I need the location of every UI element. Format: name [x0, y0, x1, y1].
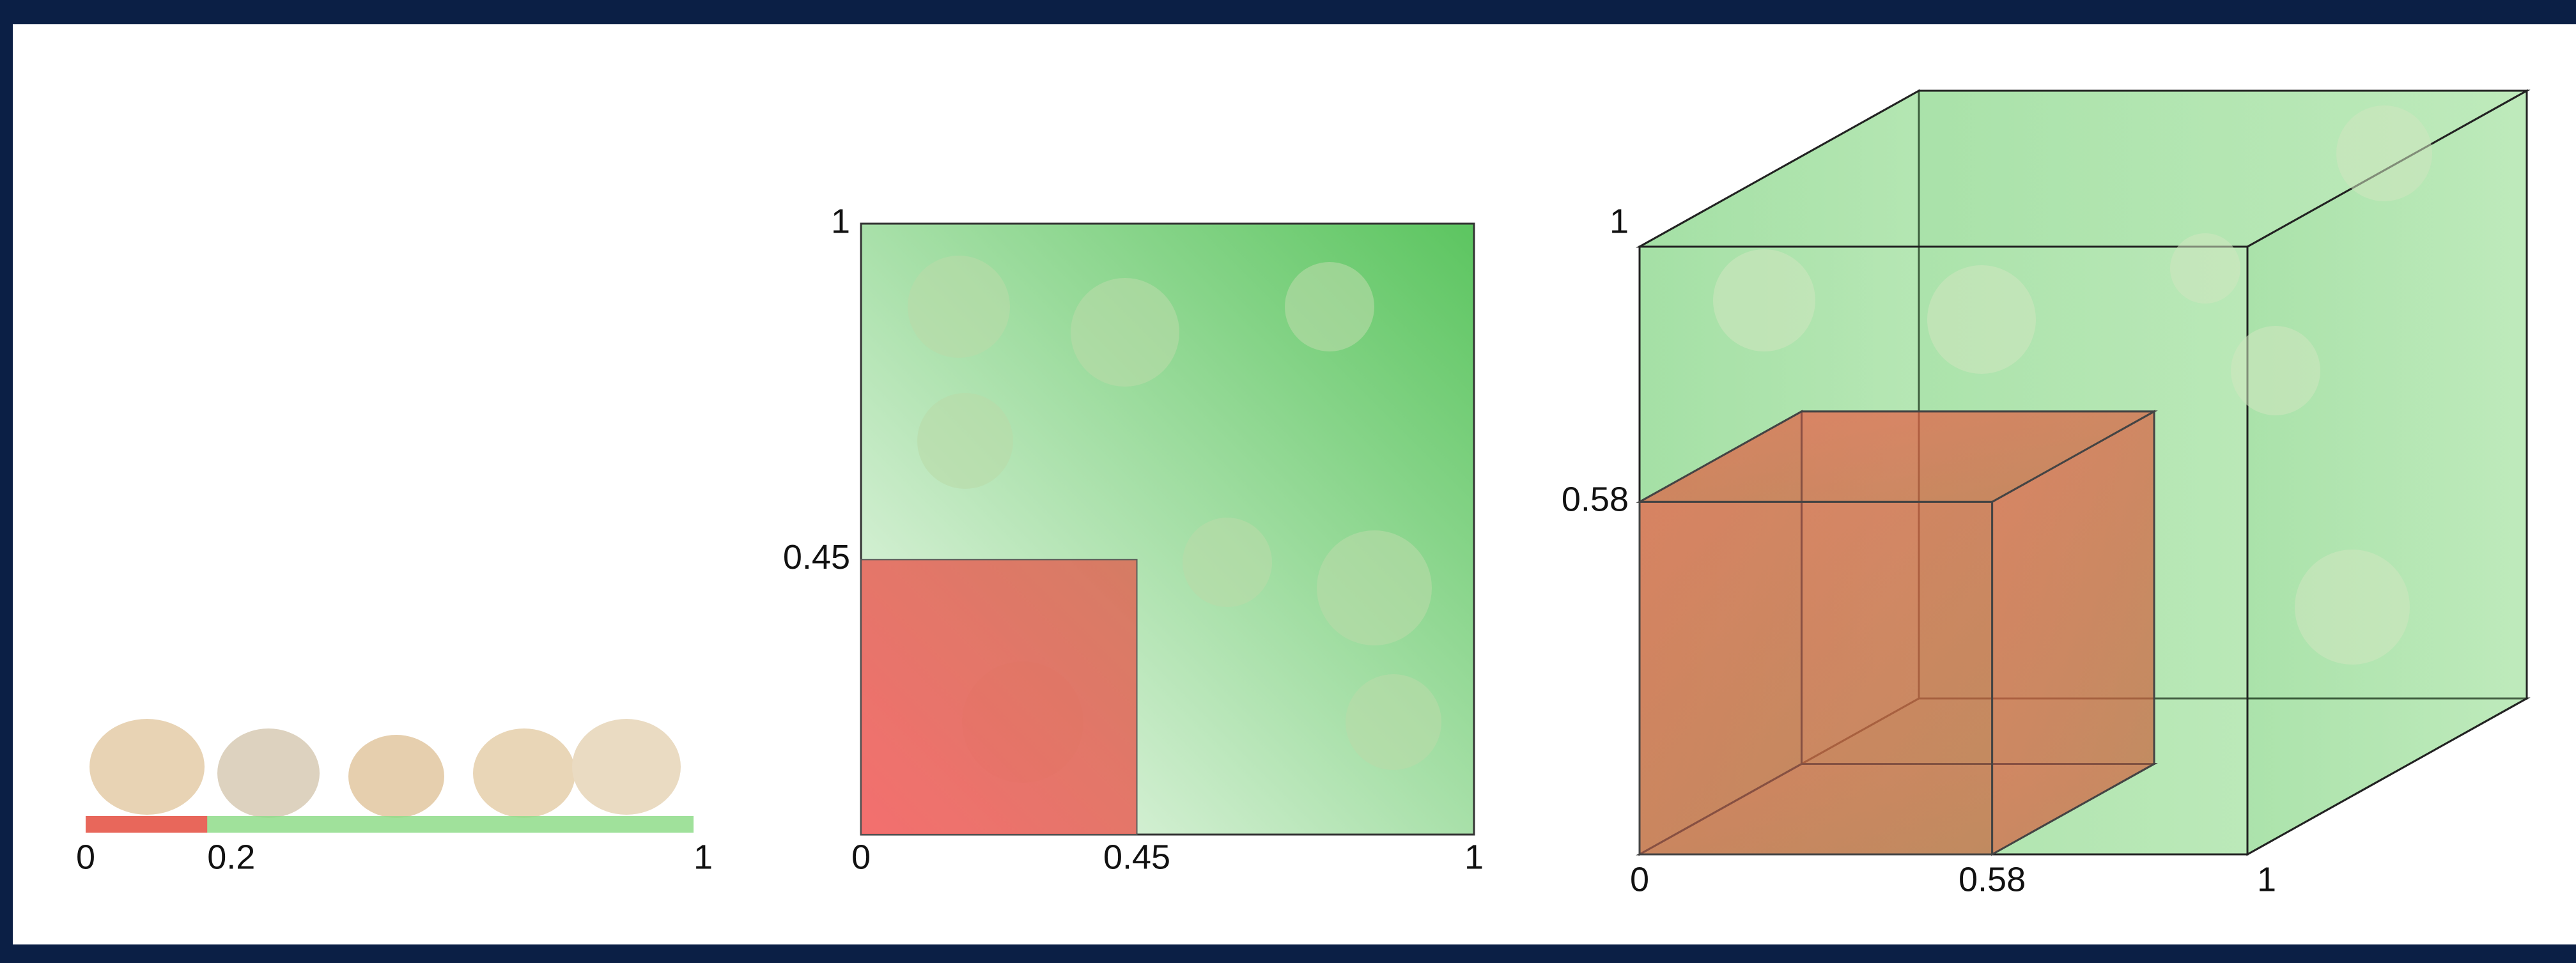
pet-face [1183, 518, 1272, 607]
y-label: 1 [831, 202, 850, 240]
x-label: 0 [76, 838, 95, 876]
pet-face [2336, 105, 2432, 201]
pet-face [908, 256, 1010, 358]
red-square [861, 560, 1137, 835]
red-segment [86, 816, 207, 833]
x-label: 0.58 [1959, 860, 2026, 898]
pet-face [217, 728, 320, 818]
pet-face [2295, 550, 2410, 665]
diagram: 0 0.2 1 0 0.45 1 0.45 1 0 0.58 1 0.58 1 [0, 0, 2576, 963]
x-label: 1 [1464, 838, 1484, 876]
pet-face [1346, 674, 1441, 770]
y-label: 0.58 [1562, 481, 1629, 519]
pet-face [1071, 278, 1179, 387]
x-label: 1 [2257, 860, 2276, 898]
pet-face [2231, 326, 2320, 415]
pet-face [348, 735, 444, 818]
x-label: 0 [1630, 860, 1649, 898]
y-label: 0.45 [783, 538, 850, 576]
pet-face [473, 728, 575, 818]
pet-face [89, 719, 205, 815]
pet-face [572, 719, 681, 815]
pet-face [1317, 530, 1432, 645]
x-label: 0.2 [207, 838, 255, 876]
x-label: 0.45 [1103, 838, 1170, 876]
pet-face [1285, 262, 1374, 351]
x-label: 0 [851, 838, 871, 876]
pet-face [1927, 265, 2036, 374]
pet-face [1713, 249, 1815, 351]
pet-face [2170, 233, 2240, 304]
y-label: 1 [1610, 202, 1629, 240]
page: 00.2100.4510.45100.5810.581 (() => { con… [0, 0, 2576, 963]
pet-face [917, 393, 1013, 489]
red-cube-face [1640, 502, 1992, 854]
x-label: 1 [694, 838, 713, 876]
